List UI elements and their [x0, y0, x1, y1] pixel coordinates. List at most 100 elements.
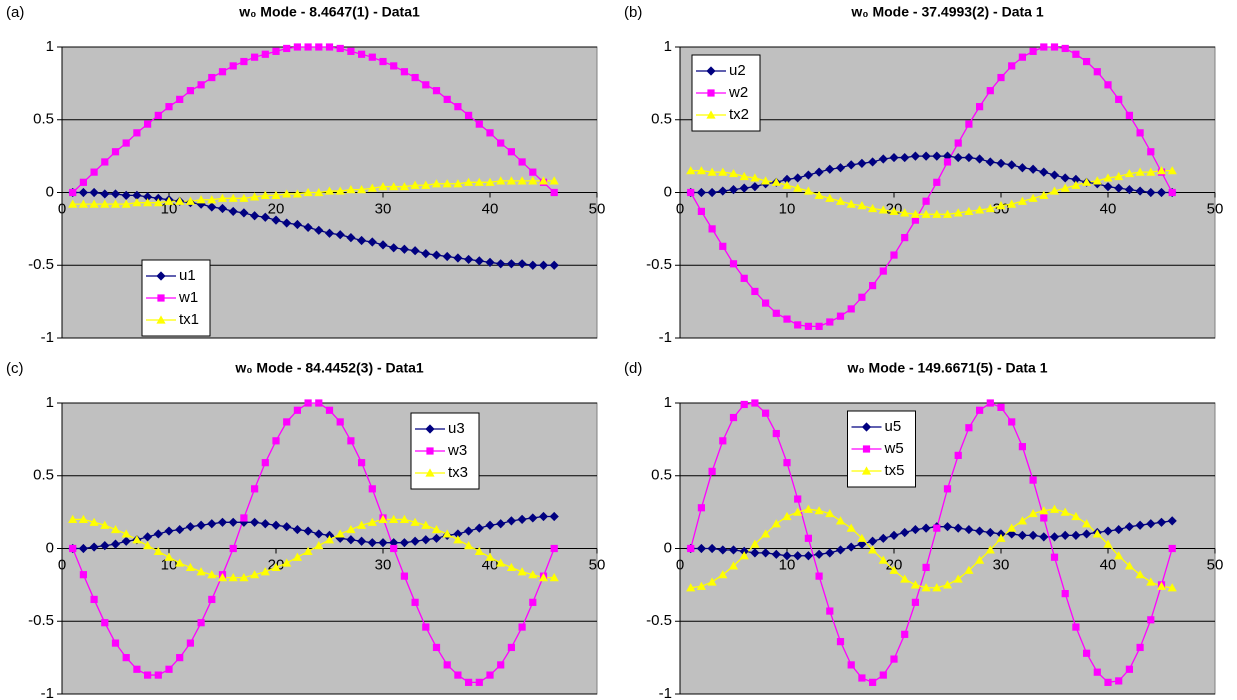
- marker: [292, 219, 302, 230]
- marker: [454, 671, 462, 679]
- marker: [293, 43, 301, 51]
- marker: [900, 208, 910, 217]
- marker: [706, 110, 716, 119]
- marker: [315, 399, 323, 407]
- marker: [686, 166, 696, 175]
- marker: [794, 495, 802, 503]
- marker: [314, 225, 324, 235]
- marker: [1060, 183, 1070, 192]
- marker: [1017, 163, 1027, 173]
- legend: u1 w1 tx1: [141, 259, 211, 337]
- panel-label: (b): [624, 4, 642, 21]
- marker: [858, 293, 866, 301]
- marker: [803, 170, 813, 180]
- legend: u2 w2 tx2: [691, 54, 761, 132]
- marker: [165, 665, 173, 673]
- marker: [292, 524, 302, 535]
- marker: [122, 654, 130, 662]
- marker: [861, 466, 872, 475]
- marker: [1082, 529, 1092, 539]
- marker: [251, 53, 259, 61]
- marker: [911, 598, 919, 606]
- y-tick-label: 1: [46, 394, 54, 411]
- marker: [518, 623, 526, 631]
- marker: [718, 545, 728, 555]
- marker: [101, 158, 109, 166]
- y-tick-label: -0.5: [646, 256, 672, 273]
- marker: [144, 120, 152, 128]
- marker: [410, 536, 420, 546]
- marker: [453, 253, 463, 263]
- marker: [815, 572, 823, 580]
- marker: [964, 565, 974, 574]
- y-tick-label: -1: [41, 329, 54, 346]
- marker: [964, 524, 974, 535]
- marker: [347, 437, 355, 445]
- marker: [1103, 173, 1113, 182]
- x-tick-label: 0: [58, 200, 66, 217]
- marker: [1028, 193, 1038, 202]
- marker: [707, 187, 717, 198]
- marker: [728, 545, 739, 555]
- marker: [154, 111, 162, 119]
- marker: [1167, 583, 1177, 592]
- marker: [110, 524, 121, 534]
- marker: [260, 212, 270, 222]
- marker: [399, 538, 409, 548]
- marker: [953, 574, 963, 583]
- marker: [324, 186, 335, 195]
- marker: [1115, 95, 1123, 103]
- marker: [1060, 173, 1070, 183]
- marker: [1114, 183, 1124, 193]
- marker: [996, 200, 1006, 210]
- marker: [857, 158, 867, 168]
- chart-title: w₀ Mode - 8.4647(1) - Data1: [238, 4, 420, 20]
- marker: [100, 540, 110, 551]
- marker: [422, 623, 430, 631]
- marker: [1103, 539, 1113, 548]
- marker: [1114, 524, 1124, 535]
- marker: [143, 532, 153, 542]
- marker: [425, 468, 435, 477]
- marker: [889, 206, 899, 216]
- marker: [207, 519, 217, 529]
- marker: [975, 555, 985, 564]
- marker: [550, 544, 558, 553]
- legend: u5 w5 tx5: [847, 410, 916, 488]
- legend-label: u1: [179, 267, 196, 284]
- marker: [207, 195, 217, 204]
- marker: [378, 538, 388, 548]
- marker: [485, 177, 495, 186]
- marker: [228, 573, 238, 582]
- marker: [1125, 111, 1133, 119]
- marker: [1007, 199, 1017, 208]
- marker: [217, 573, 228, 582]
- marker: [729, 260, 738, 268]
- marker: [761, 548, 771, 558]
- marker: [943, 485, 952, 493]
- marker: [68, 199, 78, 208]
- marker: [889, 530, 899, 541]
- marker: [868, 203, 878, 213]
- marker: [890, 251, 898, 259]
- marker: [453, 535, 463, 544]
- marker: [975, 205, 985, 214]
- marker: [271, 190, 281, 200]
- marker: [910, 151, 920, 161]
- marker: [250, 570, 260, 579]
- marker: [825, 508, 835, 518]
- marker: [400, 572, 408, 580]
- series-line: [690, 170, 1173, 215]
- marker: [1146, 577, 1156, 586]
- marker: [432, 87, 441, 95]
- marker: [538, 176, 549, 185]
- x-tick-label: 40: [482, 200, 499, 217]
- marker: [411, 73, 419, 82]
- marker: [1104, 81, 1112, 89]
- marker: [410, 517, 420, 526]
- marker: [250, 211, 260, 221]
- marker: [1039, 506, 1049, 515]
- y-tick-label: -0.5: [28, 612, 54, 629]
- marker: [335, 186, 345, 195]
- marker: [1082, 177, 1092, 186]
